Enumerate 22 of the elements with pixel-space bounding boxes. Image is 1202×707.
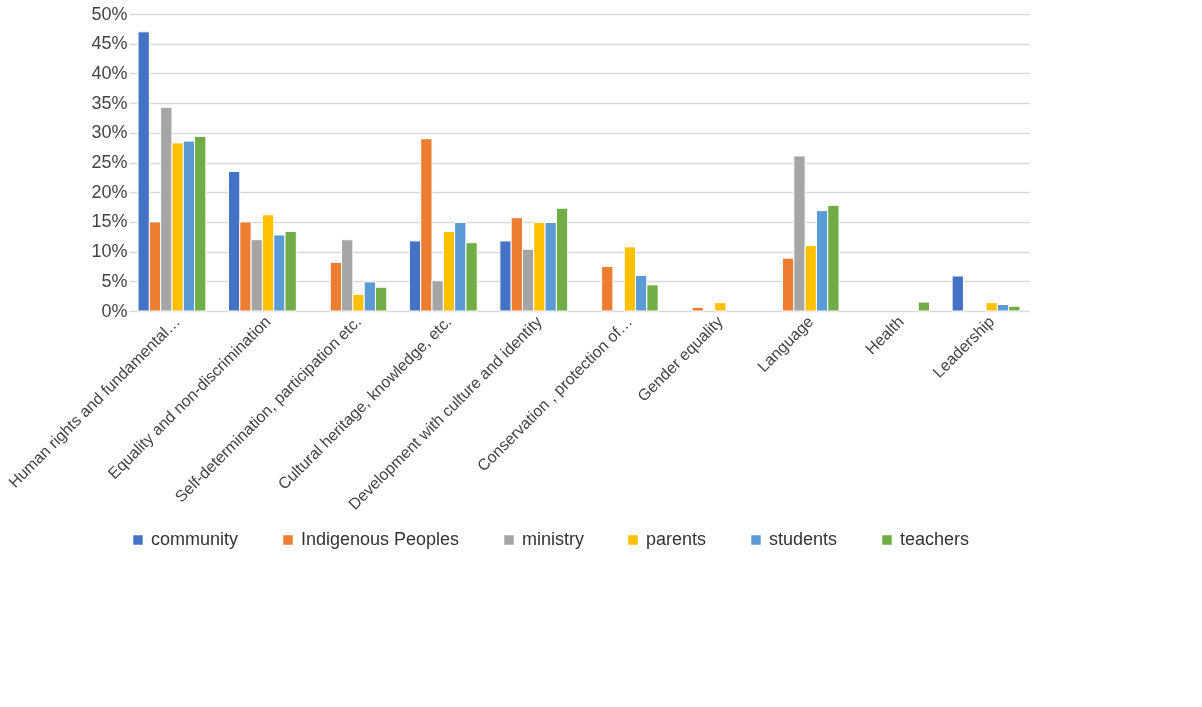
bar [714, 302, 727, 312]
legend-label: ministry [522, 529, 584, 549]
bar [691, 306, 704, 312]
y-tick-label: 5% [101, 270, 128, 291]
bar [951, 275, 964, 312]
legend-label: students [769, 529, 838, 549]
legend-label: teachers [900, 529, 970, 549]
y-tick-label: 50% [91, 3, 128, 24]
legend-label: parents [646, 529, 707, 549]
y-tick-label: 35% [91, 92, 128, 113]
bar [917, 301, 930, 312]
y-tick-label: 20% [91, 181, 128, 202]
y-tick-label: 25% [91, 152, 128, 172]
legend-label: community [151, 529, 239, 549]
legend-label: Indigenous Peoples [301, 529, 460, 549]
y-tick-label: 15% [91, 211, 128, 232]
y-tick-label: 0% [101, 300, 128, 321]
bar [601, 265, 614, 312]
y-tick-label: 30% [91, 122, 128, 143]
y-tick-label: 40% [91, 62, 128, 83]
y-tick-label: 45% [91, 33, 128, 54]
y-tick-label: 10% [91, 241, 128, 262]
